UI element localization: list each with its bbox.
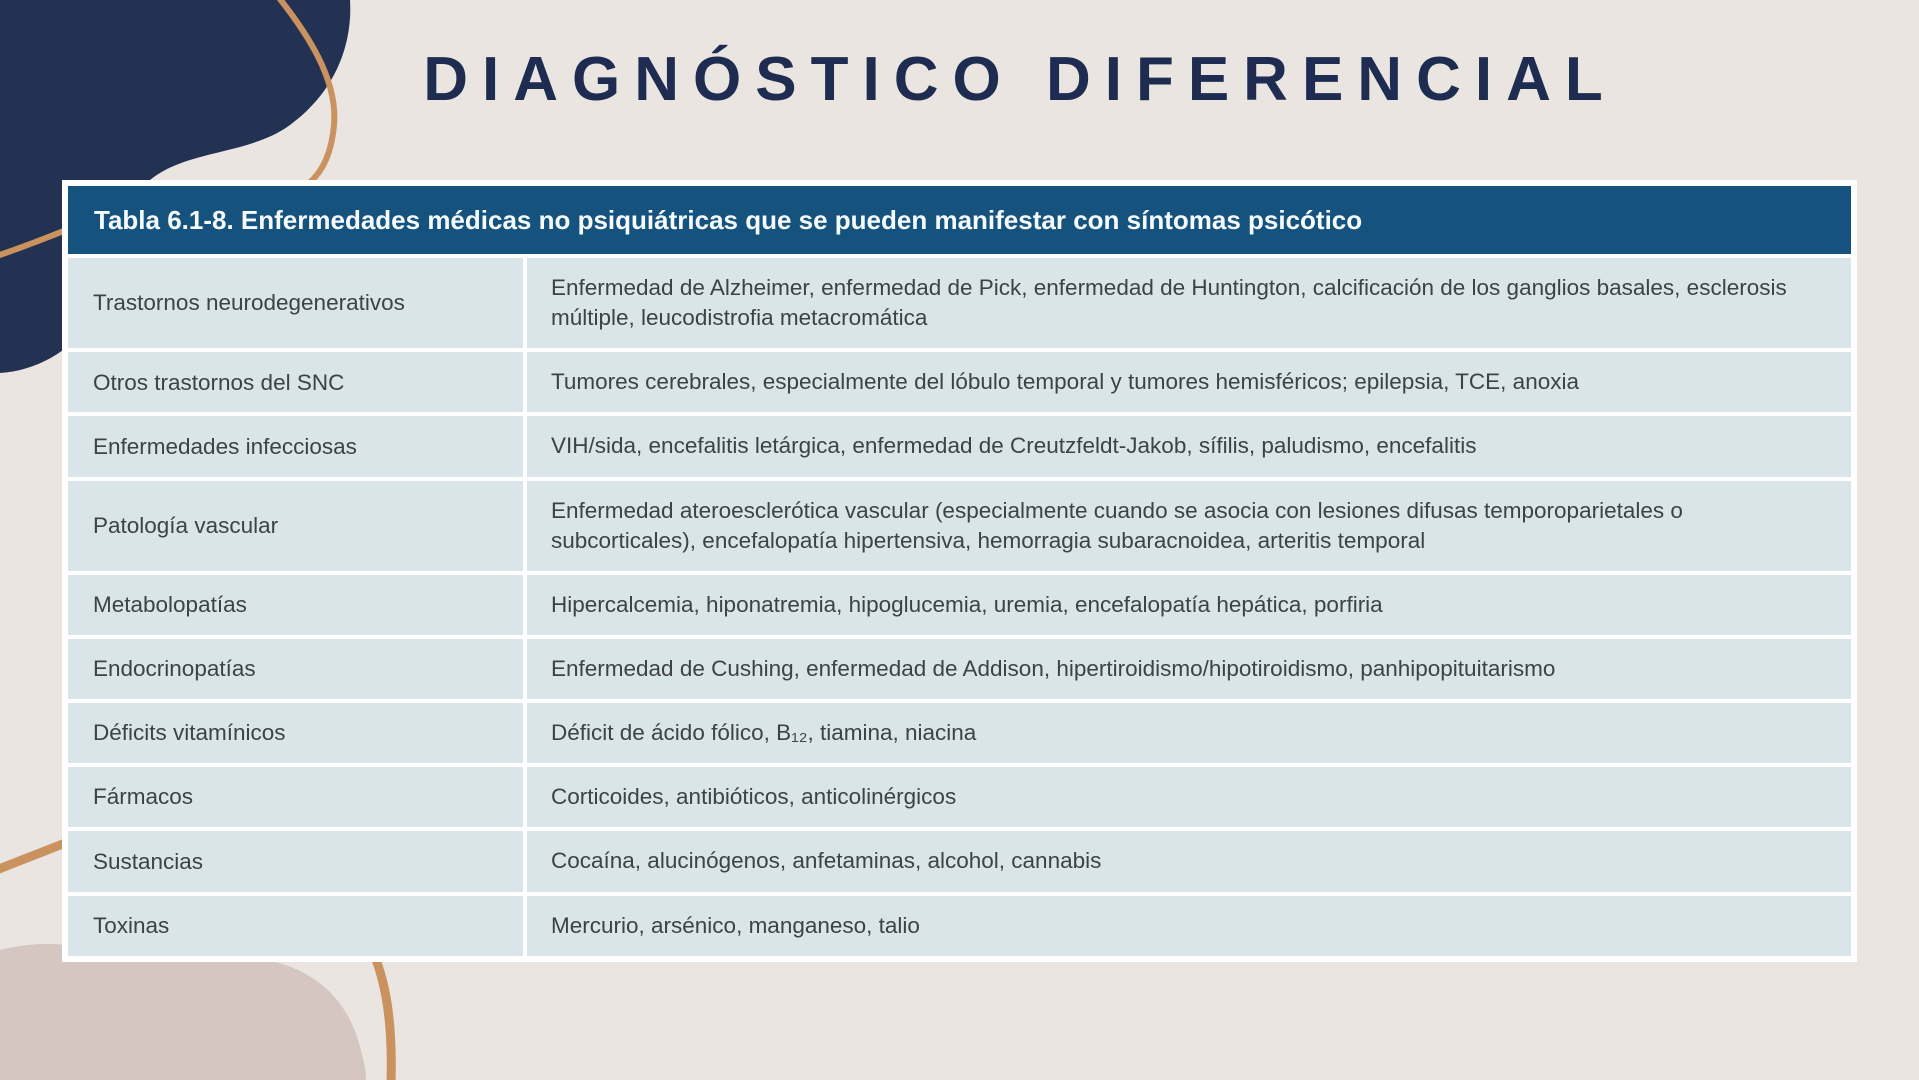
table-row: Fármacos Corticoides, antibióticos, anti…	[68, 767, 1851, 828]
tan-curve-left	[0, 227, 68, 259]
category-cell: Déficits vitamínicos	[68, 703, 527, 764]
category-cell: Endocrinopatías	[68, 638, 527, 700]
findings-cell: Cocaína, alucinógenos, anfetaminas, alco…	[551, 848, 1102, 874]
findings-cell: Enfermedad de Cushing, enfermedad de Add…	[551, 655, 1556, 681]
page-title: DIAGNÓSTICO DIFERENCIAL	[423, 45, 1617, 114]
category-cell: Enfermedades infecciosas	[68, 416, 527, 477]
tan-arc-left	[0, 836, 72, 874]
rose-blob-shape	[0, 943, 366, 1080]
category-cell: Sustancias	[68, 831, 527, 892]
table-row: Metabolopatías Hipercalcemia, hiponatrem…	[68, 574, 1851, 635]
table-row: Déficits vitamínicos Déficit de ácido fó…	[68, 703, 1851, 764]
table-row: Patología vascular Enfermedad ateroescle…	[68, 480, 1851, 571]
table-row: Endocrinopatías Enfermedad de Cushing, e…	[68, 638, 1851, 700]
category-cell: Toxinas	[68, 895, 527, 956]
tan-curve-top	[276, 0, 338, 192]
findings-cell: Déficit de ácido fólico, B₁₂, tiamina, n…	[551, 720, 977, 746]
findings-cell: Enfermedad de Alzheimer, enfermedad de P…	[551, 275, 1787, 331]
category-cell: Patología vascular	[68, 480, 527, 571]
table-row: Toxinas Mercurio, arsénico, manganeso, t…	[68, 895, 1851, 956]
table-row: Otros trastornos del SNC Tumores cerebra…	[68, 352, 1851, 413]
findings-cell: Tumores cerebrales, especialmente del ló…	[551, 369, 1579, 395]
table-row: Enfermedades infecciosas VIH/sida, encef…	[68, 416, 1851, 477]
findings-cell: VIH/sida, encefalitis letárgica, enferme…	[551, 433, 1477, 459]
table-row: Sustancias Cocaína, alucinógenos, anfeta…	[68, 831, 1851, 892]
differential-diagnosis-table: Tabla 6.1-8. Enfermedades médicas no psi…	[62, 180, 1857, 962]
category-cell: Otros trastornos del SNC	[68, 352, 527, 413]
category-cell: Trastornos neurodegenerativos	[68, 258, 527, 349]
category-cell: Fármacos	[68, 767, 527, 828]
findings-cell: Hipercalcemia, hiponatremia, hipoglucemi…	[551, 591, 1383, 617]
table-row: Trastornos neurodegenerativos Enfermedad…	[68, 258, 1851, 349]
table-body: Trastornos neurodegenerativos Enfermedad…	[68, 258, 1851, 956]
findings-cell: Corticoides, antibióticos, anticolinérgi…	[551, 784, 957, 810]
findings-cell: Mercurio, arsénico, manganeso, talio	[551, 912, 920, 938]
table-title-bar: Tabla 6.1-8. Enfermedades médicas no psi…	[68, 186, 1851, 254]
findings-cell: Enfermedad ateroesclerótica vascular (es…	[551, 497, 1683, 553]
category-cell: Metabolopatías	[68, 574, 527, 635]
